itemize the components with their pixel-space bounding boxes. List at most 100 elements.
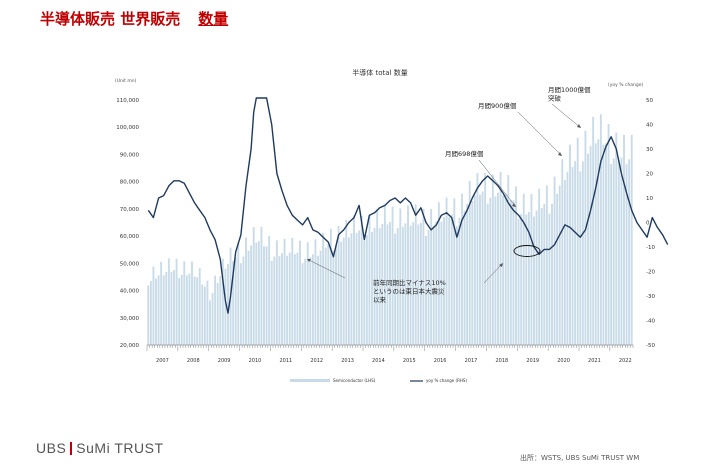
- y-right-tick-label: -40: [646, 319, 655, 325]
- bar: [350, 233, 353, 345]
- arrow-to-2019-low: [483, 262, 504, 284]
- bar: [152, 266, 155, 345]
- highlight-ellipse-2019: [513, 245, 541, 257]
- bar: [286, 255, 289, 345]
- bar: [448, 217, 451, 345]
- bar: [584, 130, 587, 345]
- bar: [497, 192, 499, 345]
- y-right-tick-label: 0: [646, 221, 650, 227]
- bar: [522, 193, 525, 345]
- bar: [178, 278, 181, 345]
- bar: [491, 174, 494, 345]
- x-tick-label: 2022: [619, 358, 632, 364]
- bar: [234, 257, 237, 345]
- bar: [371, 231, 373, 345]
- y-left-tick-label: 40,000: [120, 289, 140, 295]
- bar: [167, 258, 170, 345]
- bar: [224, 268, 227, 345]
- bar: [535, 210, 538, 345]
- bar: [466, 204, 469, 345]
- bar: [484, 172, 487, 345]
- bar: [401, 226, 404, 345]
- bar: [353, 215, 355, 345]
- bar: [335, 245, 337, 345]
- bar: [345, 219, 348, 345]
- legend-bar-label: Semiconductor (LHS): [333, 378, 376, 383]
- y-left-tick-label: 60,000: [120, 234, 140, 240]
- y-left-tick-label: 70,000: [120, 207, 140, 213]
- bar: [417, 224, 420, 345]
- bar: [517, 218, 520, 345]
- bar: [623, 134, 625, 345]
- bar: [574, 161, 577, 345]
- bar: [533, 216, 535, 345]
- bar: [247, 250, 250, 345]
- bar: [263, 246, 265, 345]
- bar: [203, 286, 206, 345]
- bar: [579, 171, 582, 345]
- bar: [227, 263, 229, 345]
- bar: [209, 300, 211, 345]
- bar: [502, 195, 505, 345]
- bar: [214, 275, 217, 345]
- x-tick-label: 2021: [588, 358, 601, 364]
- bar: [558, 185, 561, 345]
- chart-title: 半導体 total 数量: [352, 68, 407, 77]
- y-right-tick-label: 20: [646, 172, 653, 178]
- bar: [188, 273, 191, 345]
- bar: [551, 203, 553, 345]
- bar: [597, 139, 600, 345]
- bar: [252, 227, 255, 345]
- bar: [332, 250, 335, 345]
- bar: [342, 237, 345, 345]
- arrow-peak-1000: [551, 103, 582, 129]
- bar: [520, 213, 523, 345]
- bar: [389, 222, 391, 345]
- bar: [268, 235, 271, 345]
- x-tick-label: 2008: [187, 358, 200, 364]
- bar: [291, 237, 294, 345]
- bar: [221, 258, 224, 345]
- x-tick-label: 2017: [465, 358, 478, 364]
- legend-line-label: yoy % change (RHS): [426, 378, 467, 383]
- bar: [327, 243, 330, 345]
- bar: [198, 268, 201, 345]
- bar: [581, 161, 584, 345]
- legend-bar-swatch: [290, 379, 330, 382]
- bar: [435, 221, 438, 345]
- bar: [432, 226, 435, 345]
- bar: [155, 278, 157, 345]
- axes: 2007 2008 2009 2010 2011 2012 2013 2014 2015 2016…: [116, 98, 655, 364]
- y-left-tick-label: 20,000: [120, 343, 140, 349]
- bar: [147, 285, 150, 345]
- bar: [617, 160, 620, 345]
- bar: [311, 254, 314, 345]
- bar: [620, 157, 623, 345]
- bar: [545, 185, 548, 345]
- bar: [180, 274, 183, 345]
- bar: [628, 159, 631, 345]
- bar: [281, 253, 283, 345]
- bar: [160, 261, 163, 345]
- bar: [391, 206, 394, 345]
- x-tick-label: 2014: [372, 358, 385, 364]
- x-tick-label: 2011: [279, 358, 292, 364]
- bar: [396, 228, 399, 345]
- logo-divider: [70, 442, 73, 455]
- bar: [219, 276, 222, 345]
- bar: [363, 240, 366, 345]
- bar: [427, 229, 430, 345]
- logo-sumi-trust: SuMi TRUST: [76, 440, 164, 456]
- bar: [509, 200, 512, 345]
- y-left-tick-label: 110,000: [116, 98, 139, 104]
- bar: [260, 226, 263, 345]
- slide-title-main: 半導体販売 世界販売: [40, 10, 181, 28]
- bar: [476, 173, 479, 345]
- bar: [206, 280, 209, 345]
- y-left-tick-label: 80,000: [120, 180, 140, 186]
- bar: [548, 213, 551, 345]
- bar: [275, 240, 278, 345]
- bar: [571, 167, 574, 345]
- bar: [594, 143, 597, 345]
